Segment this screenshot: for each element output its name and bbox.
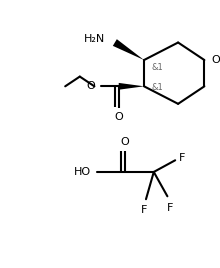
Text: O: O bbox=[120, 137, 129, 147]
Text: HO: HO bbox=[73, 167, 90, 177]
Text: H₂N: H₂N bbox=[84, 34, 105, 44]
Polygon shape bbox=[113, 39, 144, 60]
Text: F: F bbox=[179, 153, 185, 163]
Text: &1: &1 bbox=[152, 83, 164, 92]
Text: F: F bbox=[141, 205, 147, 215]
Polygon shape bbox=[119, 83, 144, 90]
Text: F: F bbox=[167, 203, 174, 213]
Text: O: O bbox=[211, 55, 220, 65]
Text: O: O bbox=[114, 111, 123, 122]
Text: &1: &1 bbox=[152, 63, 164, 72]
Text: O: O bbox=[87, 81, 95, 91]
